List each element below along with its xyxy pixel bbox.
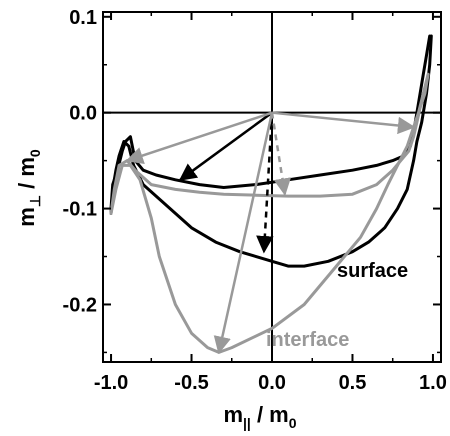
series-interface-curve-1 <box>109 72 430 354</box>
y-tick-label: 0.1 <box>69 7 97 29</box>
x-tick-label: 1.0 <box>419 372 447 394</box>
x-tick-label: 0.0 <box>258 372 286 394</box>
x-tick-label: -1.0 <box>94 372 128 394</box>
series-label-surface: surface <box>337 260 408 282</box>
series-surface-curve-1 <box>109 34 433 268</box>
y-tick-label: -0.2 <box>63 294 97 316</box>
series-surface-arrow-1 <box>256 112 274 254</box>
y-tick-label: 0.0 <box>69 103 97 125</box>
series-interface-arrow-2 <box>125 111 273 164</box>
series-label-interface: interface <box>266 329 349 351</box>
x-tick-label: -0.5 <box>174 372 208 394</box>
plot-area <box>103 12 441 362</box>
series-interface-arrow-0 <box>213 112 274 355</box>
y-tick-label: -0.1 <box>63 199 97 221</box>
x-tick-label: 0.5 <box>339 372 367 394</box>
y-axis-label: m⊥ / m0 <box>14 149 43 227</box>
x-axis-label: m|| / m0 <box>223 402 296 431</box>
series-interface-arrow-3 <box>271 111 416 135</box>
y-ticks: -0.2 -0.1 0.0 0.1 <box>63 7 441 354</box>
arrow-layer <box>125 111 416 355</box>
series-interface-arrow-1 <box>270 112 292 196</box>
series-interface-curve-0 <box>109 72 430 215</box>
x-ticks: -1.0 -0.5 0.0 0.5 1.0 <box>94 12 447 394</box>
series-surface-arrow-0 <box>178 111 273 181</box>
